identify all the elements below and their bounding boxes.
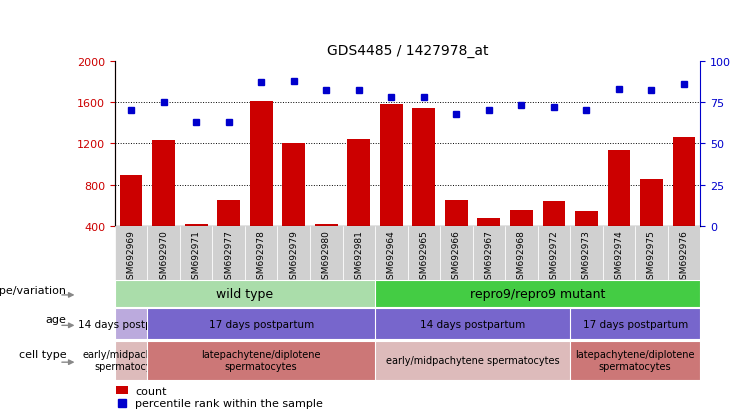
Bar xyxy=(120,175,142,227)
Bar xyxy=(310,227,342,280)
Bar xyxy=(213,227,245,280)
Bar xyxy=(185,225,207,227)
Text: GSM692975: GSM692975 xyxy=(647,230,656,284)
Text: latepachytene/diplotene
spermatocytes: latepachytene/diplotene spermatocytes xyxy=(202,349,321,371)
Text: latepachytene/diplotene
spermatocytes: latepachytene/diplotene spermatocytes xyxy=(576,349,695,371)
Bar xyxy=(608,150,631,227)
Bar xyxy=(348,140,370,227)
Bar xyxy=(408,227,440,280)
Bar xyxy=(277,227,310,280)
Text: GSM692973: GSM692973 xyxy=(582,230,591,284)
Text: count: count xyxy=(136,386,167,396)
Bar xyxy=(180,227,213,280)
Text: GSM692977: GSM692977 xyxy=(225,230,233,284)
Text: early/midpachytene
spermatocytes: early/midpachytene spermatocytes xyxy=(82,349,180,371)
Text: repro9/repro9 mutant: repro9/repro9 mutant xyxy=(470,287,605,300)
Text: GSM692964: GSM692964 xyxy=(387,230,396,284)
Bar xyxy=(575,211,598,227)
Bar xyxy=(413,109,435,227)
Bar xyxy=(570,227,602,280)
Text: GSM692972: GSM692972 xyxy=(549,230,559,284)
Text: early/midpachytene spermatocytes: early/midpachytene spermatocytes xyxy=(386,355,559,366)
Text: GSM692979: GSM692979 xyxy=(289,230,298,284)
Text: GSM692966: GSM692966 xyxy=(452,230,461,284)
Bar xyxy=(375,227,408,280)
Text: GSM692981: GSM692981 xyxy=(354,230,363,284)
Text: GSM692978: GSM692978 xyxy=(256,230,266,284)
Text: GSM692969: GSM692969 xyxy=(127,230,136,284)
Bar xyxy=(602,227,635,280)
Text: GSM692971: GSM692971 xyxy=(192,230,201,284)
Bar xyxy=(116,386,128,394)
Text: percentile rank within the sample: percentile rank within the sample xyxy=(136,398,323,408)
Text: GSM692976: GSM692976 xyxy=(679,230,688,284)
Text: 17 days postpartum: 17 days postpartum xyxy=(208,319,314,329)
Bar xyxy=(380,105,402,227)
Text: genotype/variation: genotype/variation xyxy=(0,285,67,295)
Text: wild type: wild type xyxy=(216,287,273,300)
Text: age: age xyxy=(46,314,67,324)
Bar xyxy=(440,227,473,280)
Bar xyxy=(505,227,538,280)
Bar xyxy=(473,227,505,280)
Bar xyxy=(250,102,273,227)
Text: GSM692968: GSM692968 xyxy=(517,230,526,284)
Bar xyxy=(445,201,468,227)
Bar xyxy=(510,210,533,227)
Bar xyxy=(152,141,175,227)
Bar xyxy=(245,227,277,280)
Bar xyxy=(673,138,695,227)
Text: GSM692967: GSM692967 xyxy=(485,230,494,284)
Bar xyxy=(668,227,700,280)
Bar xyxy=(640,179,663,227)
Text: 14 days postpartum: 14 days postpartum xyxy=(79,319,184,329)
Text: 17 days postpartum: 17 days postpartum xyxy=(582,319,688,329)
Bar xyxy=(635,227,668,280)
Bar xyxy=(282,144,305,227)
Title: GDS4485 / 1427978_at: GDS4485 / 1427978_at xyxy=(327,44,488,58)
Bar xyxy=(147,227,180,280)
Bar xyxy=(342,227,375,280)
Bar xyxy=(217,201,240,227)
Text: 14 days postpartum: 14 days postpartum xyxy=(420,319,525,329)
Text: GSM692974: GSM692974 xyxy=(614,230,623,284)
Bar xyxy=(115,227,147,280)
Text: GSM692970: GSM692970 xyxy=(159,230,168,284)
Text: GSM692980: GSM692980 xyxy=(322,230,330,284)
Text: cell type: cell type xyxy=(19,349,67,359)
Bar xyxy=(542,202,565,227)
Text: GSM692965: GSM692965 xyxy=(419,230,428,284)
Bar xyxy=(315,225,338,227)
Bar xyxy=(538,227,570,280)
Bar xyxy=(477,218,500,227)
